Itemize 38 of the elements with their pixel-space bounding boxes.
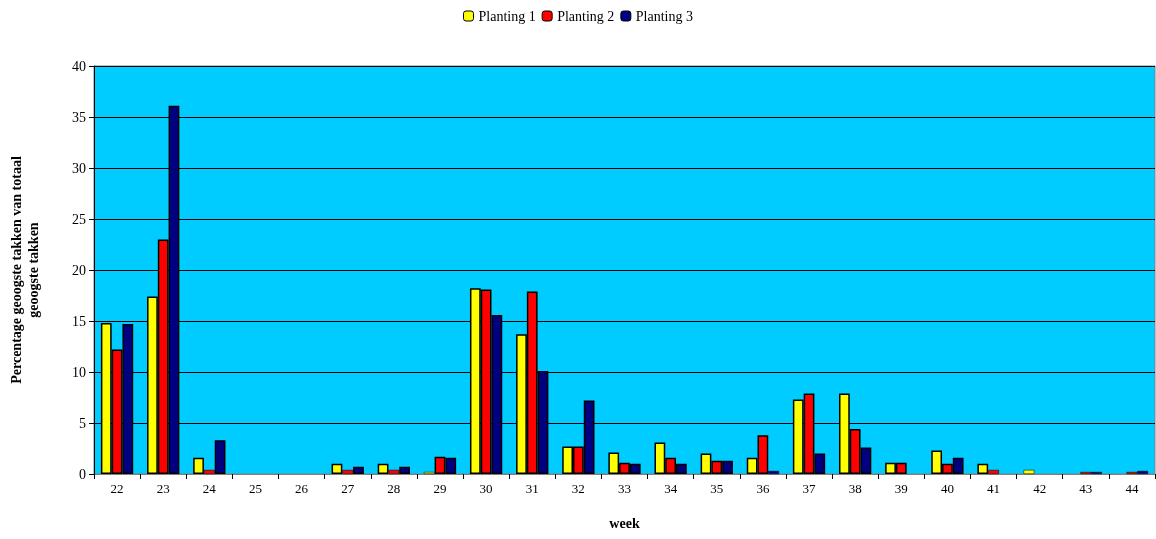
legend-label: Planting 3 (635, 8, 694, 24)
x-axis-title: week (609, 515, 640, 531)
y-tick-label: 20 (72, 262, 86, 278)
y-tick-label: 25 (72, 211, 86, 227)
x-tick-label: 22 (110, 481, 124, 496)
x-tick-label: 26 (295, 481, 309, 496)
x-tick-label: 37 (802, 481, 817, 496)
legend-label: Planting 2 (557, 8, 615, 24)
x-tick-label: 34 (664, 481, 678, 496)
x-tick-label: 23 (156, 481, 170, 496)
x-tick-label: 42 (1033, 481, 1047, 496)
bar (1023, 469, 1035, 474)
y-tick-label: 0 (79, 466, 86, 482)
x-tick-label: 30 (479, 481, 493, 496)
x-tick-label: 31 (525, 481, 539, 496)
x-tick-label: 41 (987, 481, 1001, 496)
x-tick-label: 25 (248, 481, 262, 496)
x-tick-label: 32 (571, 481, 585, 496)
x-tick-label: 24 (202, 481, 217, 496)
y-tick-label: 5 (79, 415, 86, 431)
x-tick-label: 27 (341, 481, 355, 496)
x-tick-label: 33 (618, 481, 631, 496)
y-tick-label: 40 (72, 58, 86, 74)
x-tick-label: 35 (710, 481, 724, 496)
y-tick-label: 10 (72, 364, 86, 380)
x-tick-label: 39 (894, 481, 908, 496)
y-tick-label: 35 (72, 109, 86, 125)
x-tick-label: 29 (433, 481, 447, 496)
legend-label: Planting 1 (478, 8, 536, 24)
y-tick-label: 15 (72, 313, 86, 329)
x-tick-label: 44 (1125, 481, 1139, 496)
x-tick-label: 40 (940, 481, 954, 496)
x-tick-label: 43 (1079, 481, 1093, 496)
x-tick-label: 28 (387, 481, 401, 496)
y-axis-title: Percentage geoogste takken van totaal geoogste takken (9, 156, 41, 384)
x-tick-label: 38 (848, 481, 862, 496)
y-tick-label: 30 (72, 160, 86, 176)
x-tick-label: 36 (756, 481, 770, 496)
